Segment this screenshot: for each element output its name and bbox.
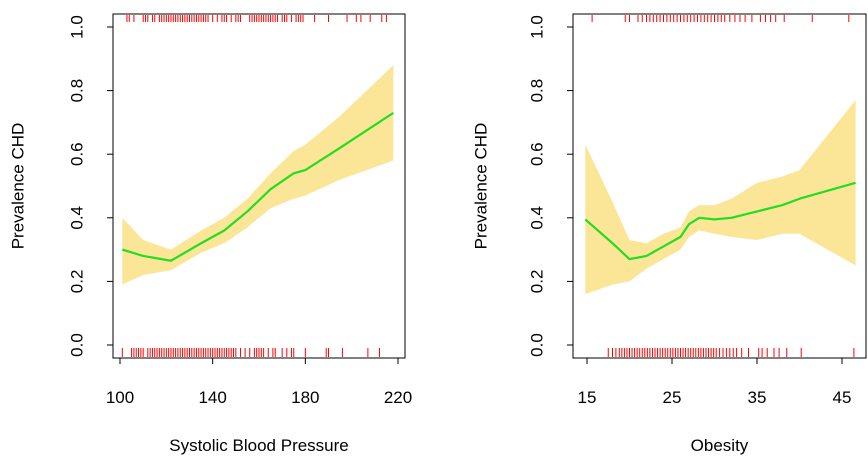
y-tick-label: 0.8 <box>68 79 87 103</box>
x-tick-label: 180 <box>291 388 319 407</box>
x-tick-label: 140 <box>198 388 226 407</box>
x-tick-label: 45 <box>833 388 852 407</box>
y-tick-label: 0.0 <box>68 333 87 357</box>
plot-frame <box>572 13 867 359</box>
x-axis-label: Systolic Blood Pressure <box>169 436 349 455</box>
y-tick-label: 1.0 <box>528 15 547 39</box>
y-tick-label: 0.4 <box>68 206 87 230</box>
x-tick-label: 25 <box>663 388 682 407</box>
fitted-curve <box>121 111 394 262</box>
x-tick-label: 15 <box>578 388 597 407</box>
y-tick-label: 0.4 <box>528 206 547 230</box>
y-tick-label: 0.6 <box>528 142 547 166</box>
y-tick-label: 1.0 <box>68 15 87 39</box>
x-tick-label: 35 <box>748 388 767 407</box>
x-axis-label: Obesity <box>691 436 749 455</box>
y-tick-label: 0.2 <box>68 270 87 294</box>
y-tick-label: 0.8 <box>528 79 547 103</box>
confidence-band <box>122 65 394 285</box>
confidence-band <box>585 100 856 295</box>
panel-2: 15 25 35 45 0.0 0.2 0.4 0.6 0.8 1.0 Obesity Prevale… <box>472 13 867 455</box>
y-tick-label: 0.0 <box>528 333 547 357</box>
panel-1: 100 140 180 220 0.0 0.2 0.4 0.6 0.8 1.0 Systolic B… <box>9 13 412 455</box>
y-tick-label: 0.6 <box>68 142 87 166</box>
plot-frame <box>112 13 406 359</box>
y-tick-label: 0.2 <box>528 270 547 294</box>
fitted-curve <box>584 181 856 261</box>
y-axis-label: Prevalence CHD <box>9 123 28 250</box>
y-axis-label: Prevalence CHD <box>472 123 491 250</box>
x-tick-label: 220 <box>384 388 412 407</box>
x-tick-label: 100 <box>106 388 134 407</box>
